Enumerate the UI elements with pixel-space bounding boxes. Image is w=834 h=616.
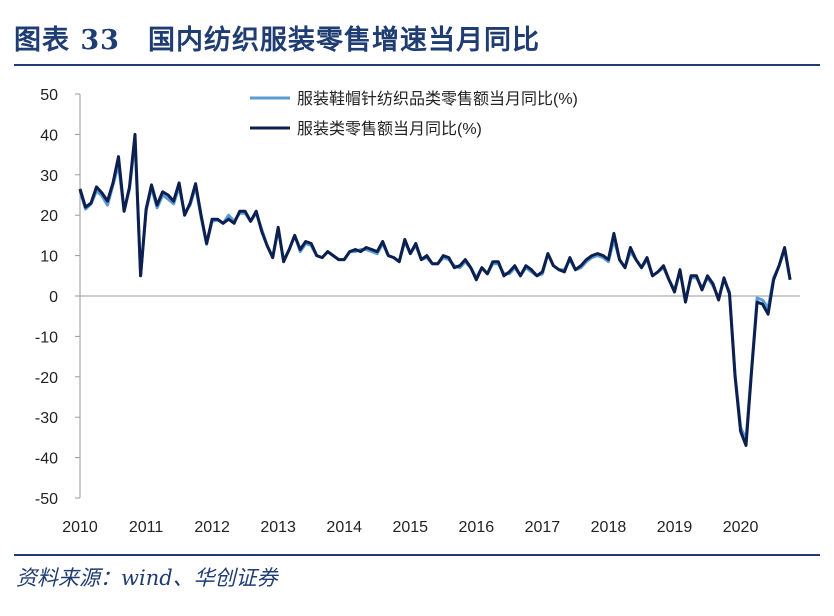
figure-title: 图表 33 国内纺织服装零售增速当月同比 [14,25,540,56]
x-tick-label: 2017 [525,519,561,536]
x-tick-label: 2019 [657,519,693,536]
legend-label-2: 服装类零售额当月同比(%) [297,120,482,138]
x-tick-label: 2010 [62,519,98,536]
y-tick-label: 40 [40,127,58,144]
y-tick-label: 0 [49,289,58,306]
footer-divider [14,554,820,556]
x-tick-label: 2014 [326,519,362,536]
y-tick-label: -20 [35,370,58,387]
y-tick-label: 10 [40,249,58,266]
x-tick-label: 2018 [591,519,627,536]
chart-container: -50 -40 -30 -20 -10 0 10 20 30 40 50 2010 2011 2012 2… [0,70,834,550]
x-axis: 2010 2011 2012 2013 2014 2015 2016 2017 2018 2019… [62,295,800,536]
x-tick-label: 2013 [260,519,296,536]
y-tick-label: -50 [35,491,58,508]
x-tick-label: 2012 [194,519,230,536]
x-tick-label: 2016 [459,519,495,536]
legend-label-1: 服装鞋帽针纺织品类零售额当月同比(%) [297,90,578,108]
x-tick-label: 2020 [723,519,759,536]
y-tick-label: -30 [35,410,58,427]
y-tick-label: 30 [40,168,58,185]
series-line-2 [78,132,792,447]
y-axis: -50 -40 -30 -20 -10 0 10 20 30 40 50 [35,87,81,508]
x-tick-label: 2011 [129,519,164,536]
legend: 服装鞋帽针纺织品类零售额当月同比(%) 服装类零售额当月同比(%) [250,90,578,138]
source-note: 资料来源：wind、华创证券 [16,566,278,590]
y-tick-label: 50 [40,87,58,104]
figure-header: 图表 33 国内纺织服装零售增速当月同比 [14,18,820,62]
y-tick-label: -40 [35,451,58,468]
y-tick-label: -10 [35,329,58,346]
header-divider [14,64,820,66]
series-lines [78,132,792,447]
x-tick-label: 2015 [392,519,428,536]
y-tick-label: 20 [40,208,58,225]
